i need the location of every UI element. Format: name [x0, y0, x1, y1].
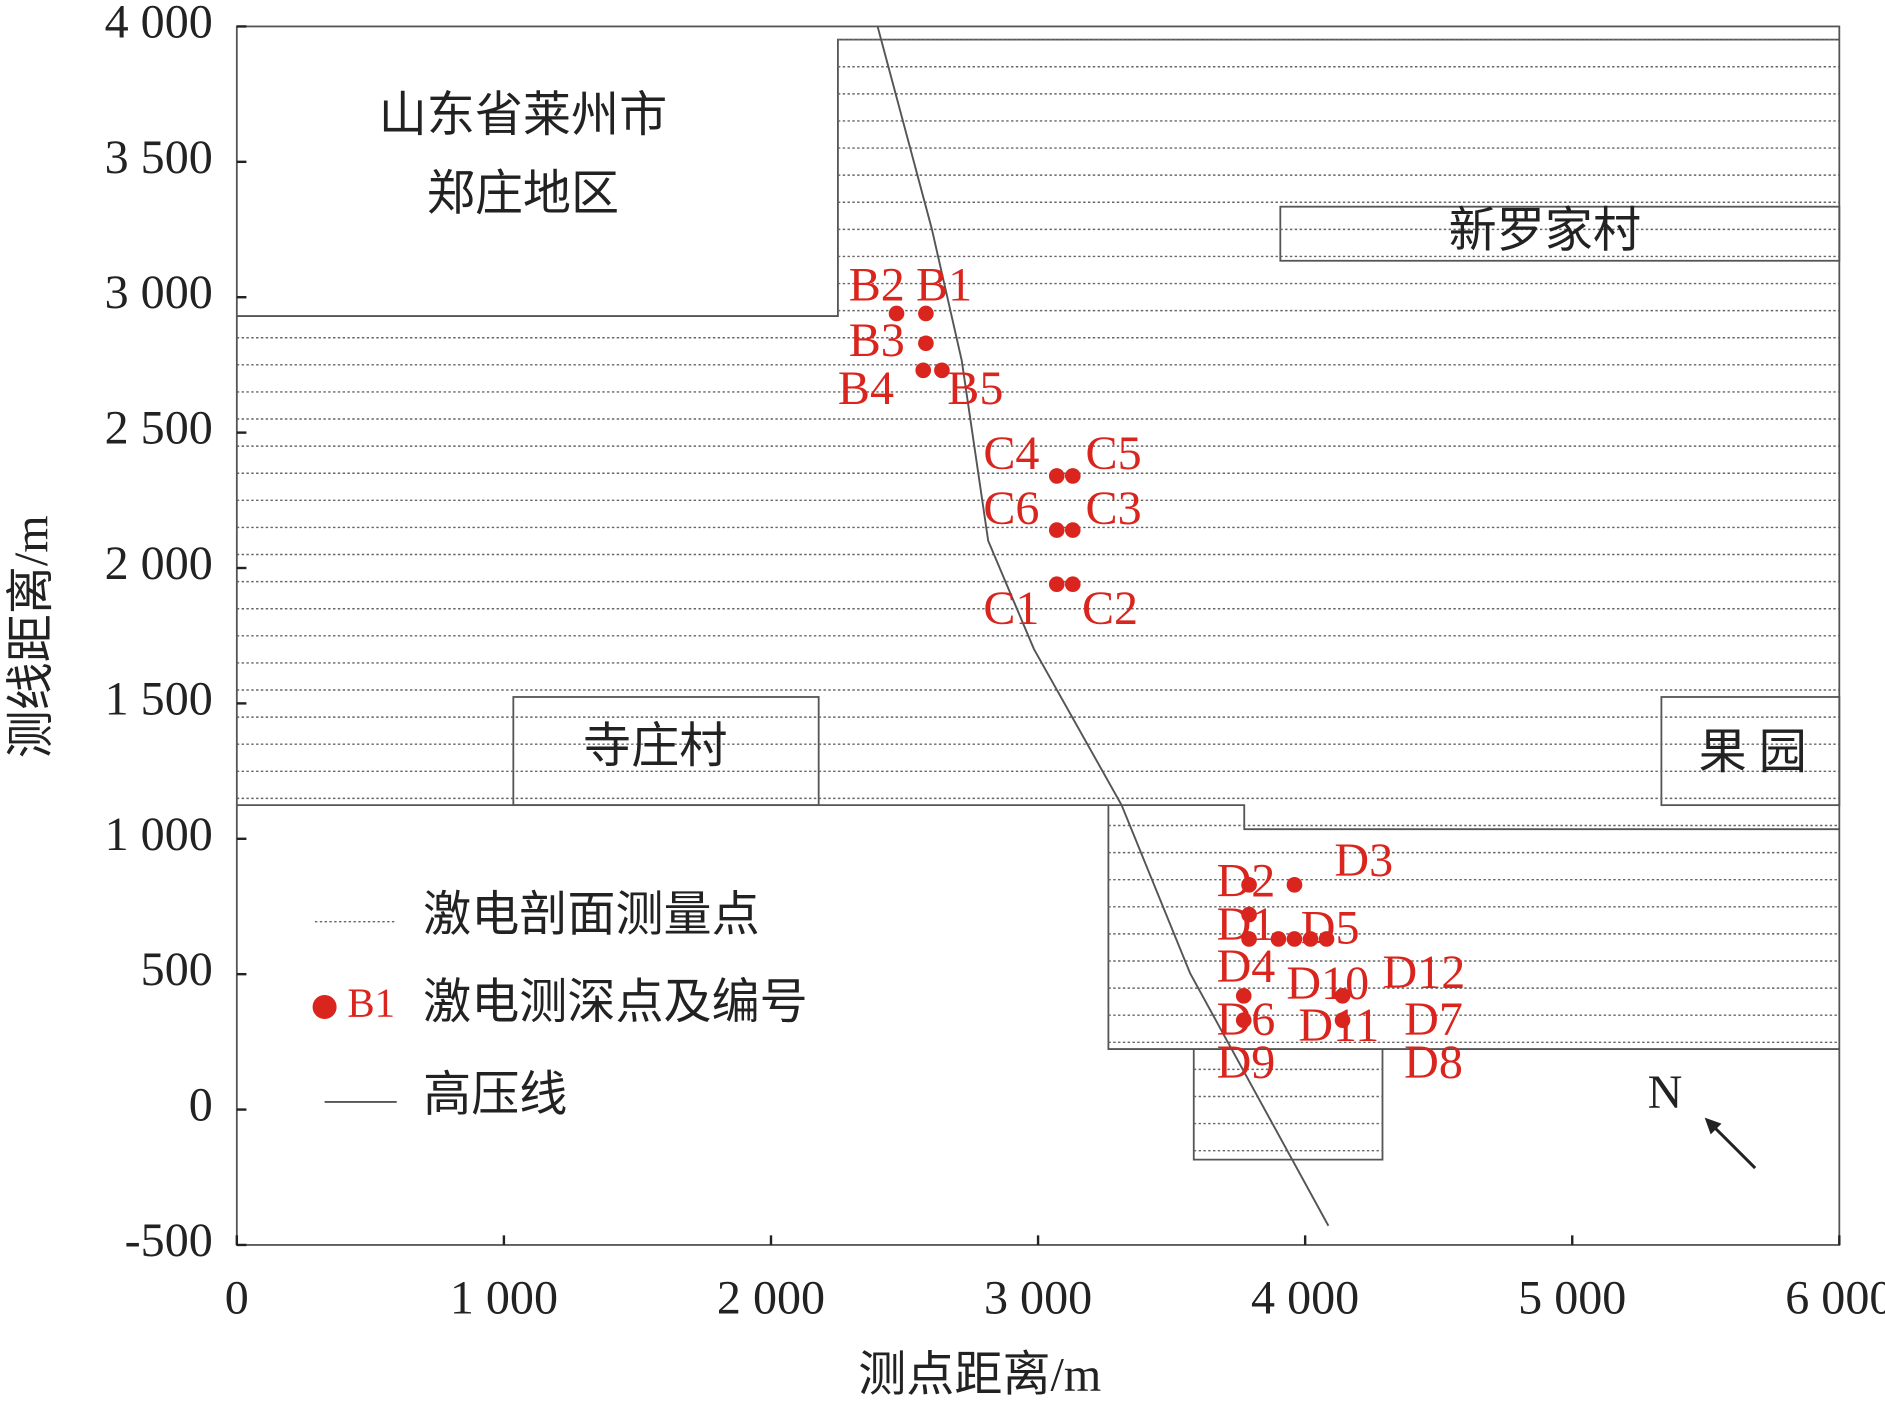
north-arrow-shaft — [1708, 1121, 1757, 1170]
x-tick-label: 5 000 — [1518, 1272, 1626, 1325]
sounding-point — [1064, 468, 1081, 484]
sounding-point — [1241, 877, 1257, 893]
sounding-point — [888, 305, 905, 322]
x-axis-title: 测点距离/m — [858, 1349, 1101, 1402]
legend-swatch — [312, 995, 337, 1020]
sounding-point — [1286, 931, 1303, 947]
x-tick-label: 2 000 — [717, 1272, 825, 1325]
point-label: D1 — [1217, 898, 1276, 951]
point-label: B1 — [916, 259, 972, 312]
point-label: D2 — [1217, 855, 1276, 908]
sounding-point — [1048, 522, 1065, 538]
y-tick-label: 3 500 — [105, 131, 213, 184]
y-axis-title: 测线距离/m — [5, 515, 58, 758]
sounding-point — [1235, 1012, 1252, 1029]
area-boundary — [1192, 1049, 1384, 1161]
point-label: C3 — [1086, 482, 1142, 535]
region-label: 寺庄村 — [583, 720, 727, 773]
point-label: D12 — [1382, 946, 1465, 999]
y-tick-label: 1 500 — [105, 672, 213, 725]
sounding-point — [918, 305, 934, 322]
north-arrow — [1704, 1117, 1757, 1170]
legend-label: 激电剖面测量点 — [423, 888, 760, 941]
sounding-point — [1235, 988, 1252, 1004]
legend-label: 高压线 — [423, 1069, 567, 1122]
region-label: 新罗家村 — [1449, 205, 1641, 258]
sounding-point — [1318, 931, 1335, 947]
sounding-point — [1270, 931, 1287, 947]
point-label: D5 — [1301, 902, 1360, 955]
y-tick-label: 4 000 — [105, 0, 213, 48]
y-tick-label: 2 000 — [105, 537, 213, 590]
sounding-point — [1334, 1012, 1351, 1029]
point-label: B3 — [849, 314, 905, 367]
point-label: D6 — [1217, 993, 1276, 1046]
x-tick-label: 1 000 — [450, 1272, 558, 1325]
point-label: C4 — [983, 427, 1039, 480]
y-tick-label: 3 000 — [105, 266, 213, 319]
y-tick-label: 500 — [141, 943, 213, 996]
x-tick-label: 3 000 — [984, 1272, 1092, 1325]
point-label: D3 — [1334, 834, 1393, 887]
legend-sample: B1 — [347, 980, 395, 1025]
sounding-point — [1064, 576, 1081, 593]
point-label: C2 — [1082, 582, 1138, 635]
point-label: B2 — [849, 259, 905, 312]
sounding-point — [1048, 576, 1065, 593]
sounding-point — [1334, 988, 1351, 1004]
area-boundary — [1107, 805, 1840, 1050]
sounding-point — [1048, 468, 1065, 484]
north-arrow-head — [1704, 1117, 1722, 1135]
point-label: C6 — [983, 482, 1039, 535]
x-tick-label: 0 — [225, 1272, 249, 1325]
y-tick-label: 0 — [189, 1079, 213, 1132]
point-label: C5 — [1086, 427, 1142, 480]
sounding-point — [1064, 522, 1081, 538]
point-label: C1 — [983, 582, 1039, 635]
point-label: D8 — [1404, 1036, 1463, 1089]
power-line — [876, 26, 1330, 1227]
point-label: B5 — [947, 362, 1003, 415]
point-label: D7 — [1404, 993, 1463, 1046]
sounding-point — [1286, 877, 1303, 893]
y-tick-label: 2 500 — [105, 402, 213, 455]
point-label: D4 — [1217, 940, 1276, 993]
y-tick-label: 1 000 — [105, 808, 213, 861]
point-label: B4 — [838, 362, 894, 415]
sounding-point — [1241, 906, 1257, 923]
north-label: N — [1648, 1066, 1683, 1119]
x-tick-label: 6 000 — [1785, 1272, 1885, 1325]
sounding-point — [934, 362, 950, 379]
x-tick-label: 4 000 — [1251, 1272, 1359, 1325]
survey-lines — [236, 38, 1840, 1152]
legend-label: 激电测深点及编号 — [423, 976, 808, 1029]
sounding-point — [1241, 931, 1257, 947]
village-box — [512, 696, 820, 807]
y-tick-label: -500 — [125, 1214, 213, 1267]
point-label: D9 — [1217, 1036, 1276, 1089]
region-label: 郑庄地区 — [427, 167, 619, 220]
region-label: 山东省莱州市 — [379, 89, 667, 142]
region-label: 果 园 — [1699, 726, 1807, 779]
sounding-point — [918, 335, 934, 352]
point-label: D10 — [1286, 957, 1369, 1010]
sounding-point — [915, 362, 932, 379]
point-label: D11 — [1298, 999, 1379, 1052]
sounding-point — [1302, 931, 1319, 947]
